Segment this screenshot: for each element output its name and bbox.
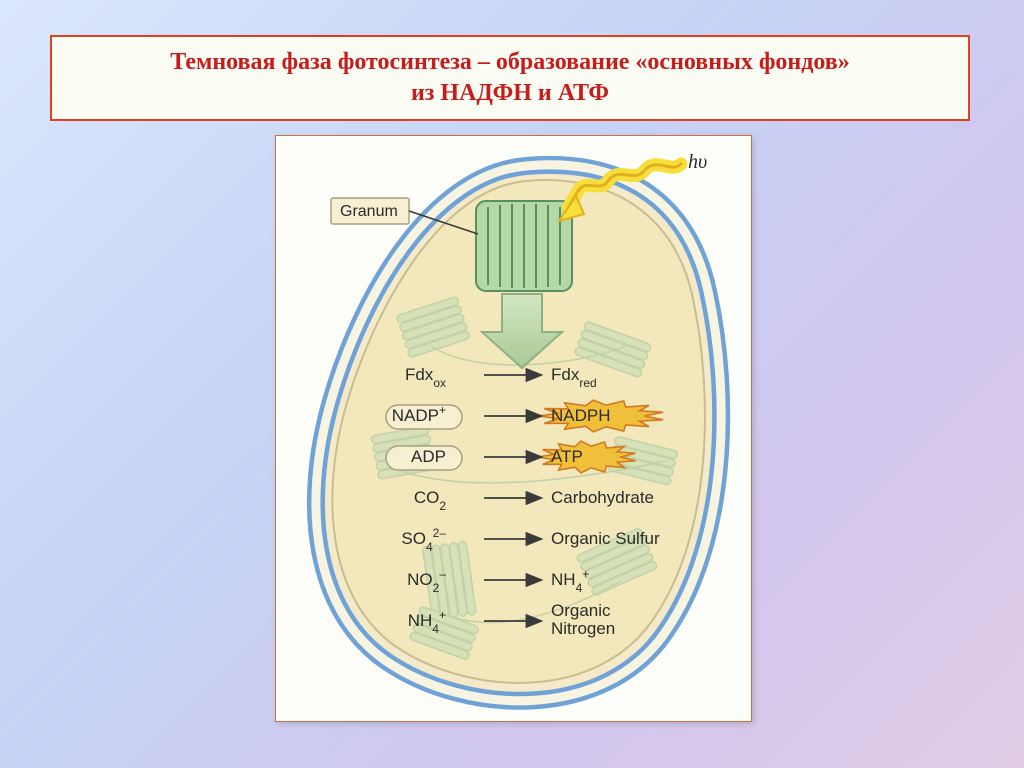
svg-text:Granum: Granum bbox=[340, 203, 398, 220]
granum-stack bbox=[476, 201, 572, 291]
chloroplast-svg: Granum hυ FdxoxFdxredNADP+NADPHADPATPCO2… bbox=[276, 136, 751, 721]
svg-text:Organic: Organic bbox=[551, 601, 611, 620]
svg-text:ADP: ADP bbox=[411, 447, 446, 466]
chloroplast-figure: Granum hυ FdxoxFdxredNADP+NADPHADPATPCO2… bbox=[275, 135, 752, 722]
title-line2: из НАДФН и АТФ bbox=[70, 78, 950, 109]
svg-text:hυ: hυ bbox=[688, 151, 707, 173]
title-box: Темновая фаза фотосинтеза – образование … bbox=[50, 35, 970, 121]
slide-background: Темновая фаза фотосинтеза – образование … bbox=[0, 0, 1024, 768]
title-line1: Темновая фаза фотосинтеза – образование … bbox=[70, 47, 950, 78]
svg-text:NADPH: NADPH bbox=[551, 406, 611, 425]
svg-text:Carbohydrate: Carbohydrate bbox=[551, 488, 654, 507]
svg-text:Nitrogen: Nitrogen bbox=[551, 619, 615, 638]
svg-text:NADP+: NADP+ bbox=[392, 403, 446, 425]
svg-text:ATP: ATP bbox=[551, 447, 583, 466]
svg-text:Organic Sulfur: Organic Sulfur bbox=[551, 529, 660, 548]
